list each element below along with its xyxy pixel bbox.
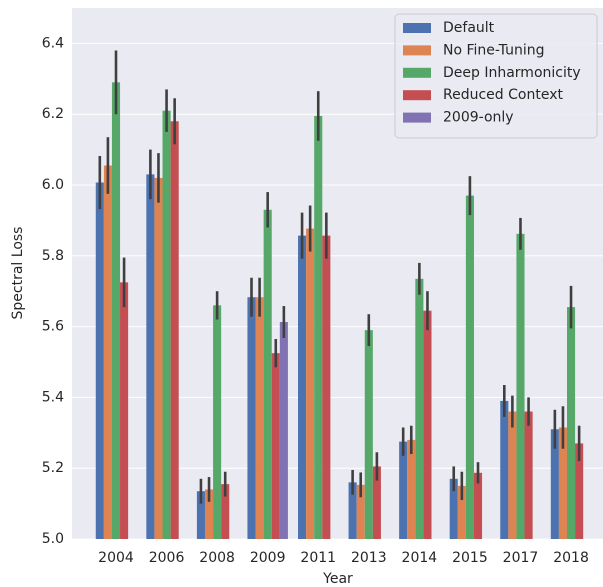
bar — [457, 485, 466, 539]
bar — [221, 484, 230, 539]
bar — [372, 466, 381, 539]
bar — [423, 310, 432, 539]
y-tick-label: 5.0 — [42, 531, 64, 547]
legend-swatch — [403, 90, 431, 101]
legend-swatch — [403, 112, 431, 123]
bar — [247, 297, 256, 539]
bar — [111, 82, 121, 539]
bar — [575, 443, 584, 539]
bar — [170, 121, 179, 539]
legend-label: Deep Inharmonicity — [443, 65, 581, 81]
y-tick-label: 6.2 — [42, 106, 64, 122]
bar — [550, 429, 559, 539]
x-axis-label: Year — [322, 571, 353, 587]
x-tick-label: 2018 — [553, 550, 589, 566]
bar — [558, 427, 567, 539]
bar — [399, 441, 408, 539]
bar — [146, 174, 155, 539]
bar — [95, 182, 104, 539]
legend-swatch — [403, 23, 431, 33]
bar — [204, 489, 214, 539]
bar — [348, 482, 357, 539]
legend-label: Reduced Context — [443, 87, 563, 103]
legend-label: 2009-only — [443, 110, 514, 126]
x-tick-label: 2008 — [199, 550, 235, 566]
bar — [465, 195, 474, 539]
bar — [271, 353, 280, 539]
bar — [407, 439, 416, 539]
bar — [566, 307, 576, 539]
x-tick-label: 2004 — [98, 550, 134, 566]
y-tick-label: 5.2 — [42, 460, 64, 476]
bar — [473, 472, 483, 539]
bar — [306, 228, 315, 540]
x-tick-label: 2013 — [351, 550, 387, 566]
bar — [162, 110, 171, 539]
bar — [196, 491, 205, 539]
bar — [356, 484, 365, 539]
bar — [255, 297, 264, 539]
y-tick-label: 5.6 — [42, 319, 64, 335]
bar — [279, 321, 288, 539]
x-tick-label: 2015 — [452, 550, 488, 566]
x-tick-label: 2017 — [503, 550, 539, 566]
bar — [524, 411, 533, 539]
bar — [263, 209, 272, 539]
bar — [508, 411, 517, 539]
bar — [120, 282, 129, 539]
y-tick-label: 6.4 — [42, 35, 64, 51]
legend-swatch — [403, 45, 431, 56]
legend-label: Default — [443, 20, 495, 36]
bar — [322, 235, 331, 539]
bar — [516, 233, 525, 540]
bar — [154, 177, 163, 540]
bar — [364, 330, 373, 539]
y-tick-label: 5.4 — [42, 389, 64, 405]
legend-swatch — [403, 67, 431, 78]
bar — [298, 235, 307, 539]
x-tick-label: 2014 — [402, 550, 438, 566]
bar — [449, 478, 458, 539]
y-tick-label: 5.8 — [42, 248, 64, 264]
y-axis-label: Spectral Loss — [10, 227, 26, 320]
x-tick-label: 2006 — [149, 550, 185, 566]
bar — [103, 165, 112, 539]
bar — [213, 305, 222, 539]
y-tick-label: 6.0 — [42, 177, 64, 193]
x-tick-label: 2009 — [250, 550, 286, 566]
legend: Default No Fine-Tuning Deep Inharmonicity R… — [394, 13, 598, 139]
bar — [415, 278, 424, 539]
bar — [500, 400, 509, 539]
legend-label: No Fine-Tuning — [443, 42, 545, 58]
bar — [314, 115, 323, 539]
legend-box — [394, 13, 598, 139]
x-tick-label: 2011 — [300, 550, 336, 566]
